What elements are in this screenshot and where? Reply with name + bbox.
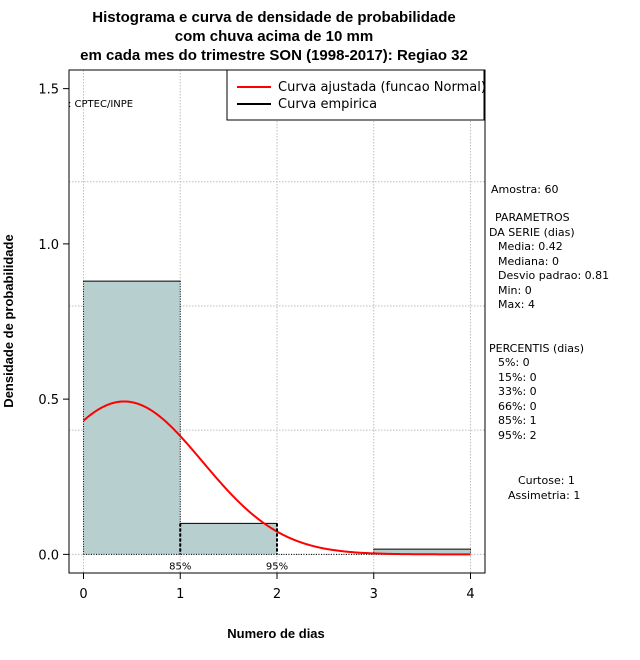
- x-tick-label-0: 0: [79, 587, 87, 602]
- param-title-2: DA SERIE (dias): [489, 226, 575, 239]
- axes: 0 1 2 3 4 0.0 0.5 1.0 1.5: [38, 83, 474, 602]
- legend-box: [226, 69, 485, 121]
- statistics-panel: Amostra: 60 PARAMETROS DA SERIE (dias) M…: [489, 183, 609, 502]
- desvio-text: Desvio padrao: 0.81: [498, 269, 609, 282]
- y-tick-label-1: 0.5: [38, 393, 59, 408]
- legend-label-normal: Curva ajustada (funcao Normal): [278, 80, 486, 95]
- histogram-bar-3: [373, 549, 471, 555]
- percentile-marker-label-0: 85%: [169, 561, 191, 572]
- histogram-bar-0: [83, 281, 181, 555]
- chart-title-line-2: com chuva acima de 10 mm: [175, 28, 373, 45]
- legend-label-empirical: Curva empirica: [278, 97, 377, 112]
- percentis-title: PERCENTIS (dias): [489, 342, 584, 355]
- histogram-bar-1: [180, 523, 277, 555]
- min-text: Min: 0: [498, 284, 532, 297]
- mediana-text: Mediana: 0: [498, 255, 559, 268]
- p15-text: 15%: 0: [498, 371, 537, 384]
- x-axis-label: Numero de dias: [227, 626, 325, 641]
- normal-curve: [82, 400, 471, 556]
- y-tick-label-0: 0.0: [38, 548, 59, 563]
- media-text: Media: 0.42: [498, 240, 563, 253]
- histogram-bars: [83, 280, 471, 555]
- x-tick-label-2: 2: [273, 587, 281, 602]
- p95-text: 95%: 2: [498, 429, 537, 442]
- curtose-text: Curtose: 1: [518, 474, 575, 487]
- y-tick-label-3: 1.5: [38, 83, 59, 98]
- param-title-1: PARAMETROS: [495, 211, 570, 224]
- chart-title-line-3: em cada mes do trimestre SON (1998-2017)…: [80, 47, 468, 64]
- y-axis-label: Densidade de probabilidade: [1, 234, 16, 407]
- percentile-marker-label-1: 95%: [266, 561, 288, 572]
- x-tick-label-3: 3: [370, 587, 378, 602]
- source-label: : CPTEC/INPE: [68, 99, 133, 110]
- chart-title-line-1: Histograma e curva de densidade de proba…: [92, 9, 455, 26]
- legend: Curva ajustada (funcao Normal) Curva emp…: [226, 69, 486, 121]
- y-tick-label-2: 1.0: [38, 238, 59, 253]
- x-tick-label-4: 4: [466, 587, 474, 602]
- normal-curve-layer: [82, 400, 471, 556]
- amostra-text: Amostra: 60: [491, 183, 558, 196]
- x-tick-label-1: 1: [176, 587, 184, 602]
- p66-text: 66%: 0: [498, 400, 537, 413]
- p85-text: 85%: 1: [498, 414, 537, 427]
- p33-text: 33%: 0: [498, 385, 537, 398]
- percentile-markers: 85% 95%: [169, 523, 288, 572]
- max-text: Max: 4: [498, 298, 535, 311]
- p5-text: 5%: 0: [498, 356, 530, 369]
- assimetria-text: Assimetria: 1: [508, 489, 580, 502]
